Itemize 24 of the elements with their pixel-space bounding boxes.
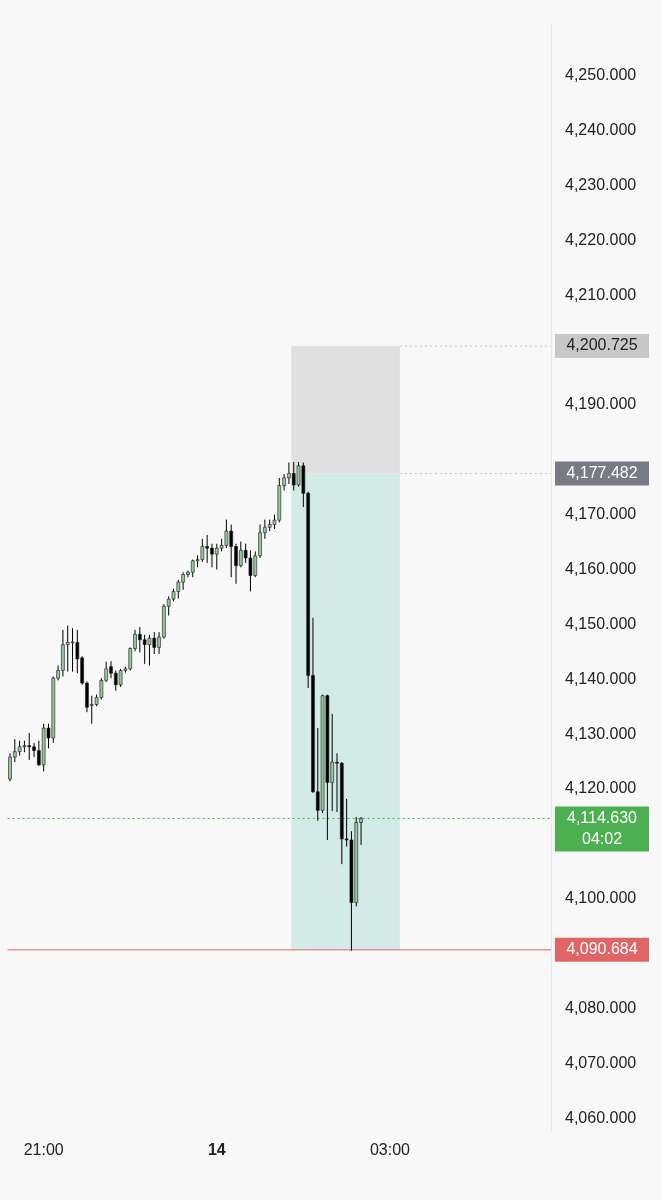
ref-line-label: 4,114.630 [567, 808, 638, 826]
y-tick-label: 4,150.000 [565, 614, 637, 632]
x-tick-label: 03:00 [369, 1140, 411, 1158]
y-tick-label: 4,250.000 [565, 66, 637, 84]
x-tick-label: 14 [207, 1140, 226, 1158]
y-tick-label: 4,240.000 [565, 121, 637, 138]
y-tick-label: 4,190.000 [565, 395, 637, 413]
y-tick-label: 4,160.000 [565, 559, 637, 577]
band-label: 4,177.482 [566, 464, 638, 482]
x-tick-label: 21:00 [23, 1140, 64, 1158]
y-tick-label: 4,120.000 [565, 779, 637, 797]
y-tick-label: 4,210.000 [565, 285, 637, 303]
y-tick-label: 4,230.000 [565, 175, 637, 193]
text: 04:02 [581, 829, 623, 847]
y-tick-label: 4,220.000 [565, 230, 637, 248]
y-tick-label: 4,060.000 [565, 1108, 637, 1126]
ref-line-label: 4,090.684 [566, 940, 638, 958]
band-label: 4,200.725 [566, 336, 638, 354]
y-tick-label: 4,080.000 [565, 998, 637, 1016]
y-tick-label: 4,130.000 [565, 724, 637, 742]
y-tick-label: 4,170.000 [565, 505, 637, 523]
y-tick-label: 4,100.000 [565, 889, 637, 907]
y-tick-label: 4,140.000 [565, 669, 637, 687]
y-tick-label: 4,070.000 [565, 1053, 637, 1071]
